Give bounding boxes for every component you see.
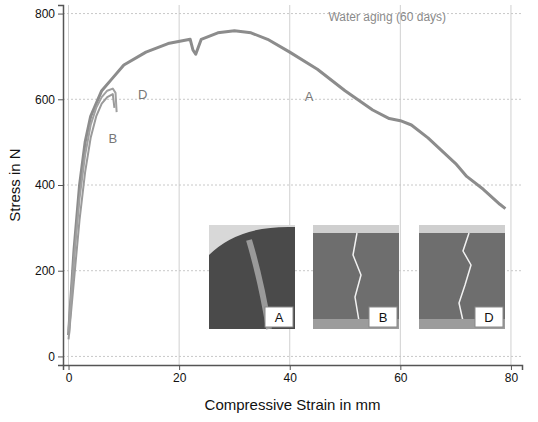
y-tick: 0 (48, 350, 63, 364)
plot: 0204060800200400600800ABDWater aging (60… (35, 5, 523, 385)
y-tick-mark (58, 185, 63, 186)
x-tick: 60 (394, 365, 408, 385)
inset-label-box (475, 307, 503, 327)
inset-photo: D (419, 225, 505, 329)
y-axis-title: Stress in N (6, 148, 23, 221)
photo-edge (419, 225, 505, 233)
grid-line-y (63, 99, 522, 100)
photo-ground (419, 225, 505, 329)
annotations: Water aging (60 days) A B D (108, 10, 446, 146)
y-axis-line (58, 6, 64, 366)
x-tick-mark (69, 365, 70, 370)
y-tick-label: 200 (35, 264, 55, 278)
x-tick-label: 0 (66, 371, 73, 385)
x-axis: 0 20 40 60 80 (64, 365, 523, 385)
series-annotation: B (108, 131, 117, 146)
x-tick-mark (511, 365, 512, 370)
y-tick-label: 400 (35, 178, 55, 192)
x-tick-label: 20 (173, 371, 187, 385)
y-axis: 0 200 400 600 800 (35, 6, 64, 366)
grid-line-y (63, 356, 522, 357)
inset-label-box (369, 307, 397, 327)
insets: ABD (209, 225, 505, 329)
y-tick-mark (58, 99, 63, 100)
photo-edge (313, 225, 399, 233)
y-tick-label: 800 (35, 7, 55, 21)
series-line (69, 31, 506, 335)
series-line (69, 89, 117, 331)
annotation-title: Water aging (60 days) (328, 10, 446, 24)
inset-label: B (379, 310, 388, 325)
grid (63, 5, 522, 365)
x-axis-line (64, 366, 523, 371)
inset-photo: A (209, 225, 295, 329)
chart: 0204060800200400600800ABDWater aging (60… (0, 0, 538, 422)
photo-crack (353, 233, 361, 321)
inset-photo: B (313, 225, 399, 329)
x-tick-label: 40 (284, 371, 298, 385)
series-annotation: A (305, 89, 314, 104)
x-tick: 40 (284, 365, 298, 385)
x-axis-title: Compressive Strain in mm (205, 396, 381, 413)
y-tick-label: 600 (35, 93, 55, 107)
inset-label: A (275, 310, 284, 325)
y-tick-mark (58, 14, 63, 15)
x-tick: 80 (505, 365, 519, 385)
photo-crack (459, 233, 471, 321)
y-tick: 200 (35, 264, 63, 278)
photo-ground (209, 225, 295, 329)
lines (69, 31, 506, 340)
x-tick-label: 80 (505, 371, 519, 385)
y-tick-mark (58, 271, 63, 272)
x-tick-mark (290, 365, 291, 370)
inset-label-box (265, 307, 293, 327)
y-tick: 600 (35, 93, 63, 107)
grid-line-y (63, 13, 522, 14)
y-tick-mark (58, 356, 63, 357)
x-tick: 0 (66, 365, 73, 385)
y-tick: 800 (35, 7, 63, 21)
y-tick-label: 0 (48, 350, 55, 364)
inset-label: D (484, 310, 493, 325)
series-annotation: D (138, 87, 147, 102)
x-tick-mark (400, 365, 401, 370)
photo-ground (313, 225, 399, 329)
x-tick: 20 (173, 365, 187, 385)
x-tick-label: 60 (394, 371, 408, 385)
grid-line-y (63, 185, 522, 186)
x-tick-mark (179, 365, 180, 370)
y-tick: 400 (35, 178, 63, 192)
